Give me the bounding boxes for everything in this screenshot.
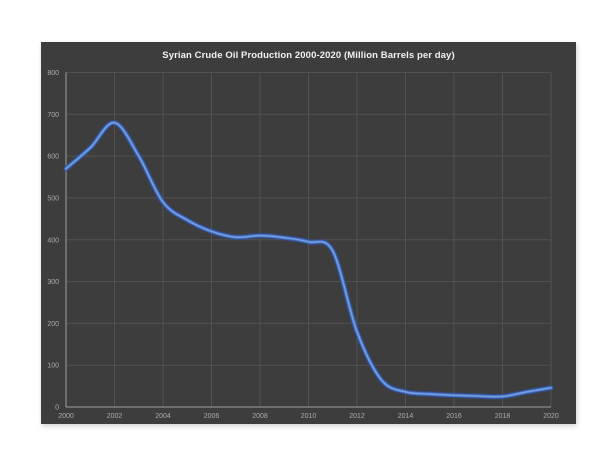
y-tick-label: 300 bbox=[47, 279, 59, 286]
line-chart: 0 100 200 300 400 500 600 700 800 2000 2002 2004 200… bbox=[47, 70, 559, 420]
x-tick-label: 2000 bbox=[58, 413, 74, 420]
production-series-line bbox=[65, 121, 552, 398]
y-tick-label: 400 bbox=[47, 237, 59, 244]
x-tick-label: 2014 bbox=[398, 413, 414, 420]
x-tick-label: 2010 bbox=[301, 413, 317, 420]
y-tick-label: 700 bbox=[47, 112, 59, 119]
x-tick-label: 2004 bbox=[155, 413, 171, 420]
chart-panel: Syrian Crude Oil Production 2000-2020 (M… bbox=[41, 42, 576, 424]
x-tick-label: 2016 bbox=[446, 413, 462, 420]
y-tick-label: 500 bbox=[47, 195, 59, 202]
x-tick-label: 2006 bbox=[204, 413, 220, 420]
x-tick-label: 2020 bbox=[543, 413, 559, 420]
x-tick-label: 2018 bbox=[495, 413, 511, 420]
y-tick-label: 100 bbox=[47, 363, 59, 370]
y-tick-label: 200 bbox=[47, 321, 59, 328]
chart-title: Syrian Crude Oil Production 2000-2020 (M… bbox=[162, 50, 455, 61]
y-tick-label: 600 bbox=[47, 154, 59, 161]
x-tick-label: 2012 bbox=[349, 413, 365, 420]
y-tick-label: 800 bbox=[47, 70, 59, 77]
x-tick-label: 2002 bbox=[107, 413, 123, 420]
y-tick-label: 0 bbox=[55, 405, 59, 412]
x-tick-label: 2008 bbox=[252, 413, 268, 420]
